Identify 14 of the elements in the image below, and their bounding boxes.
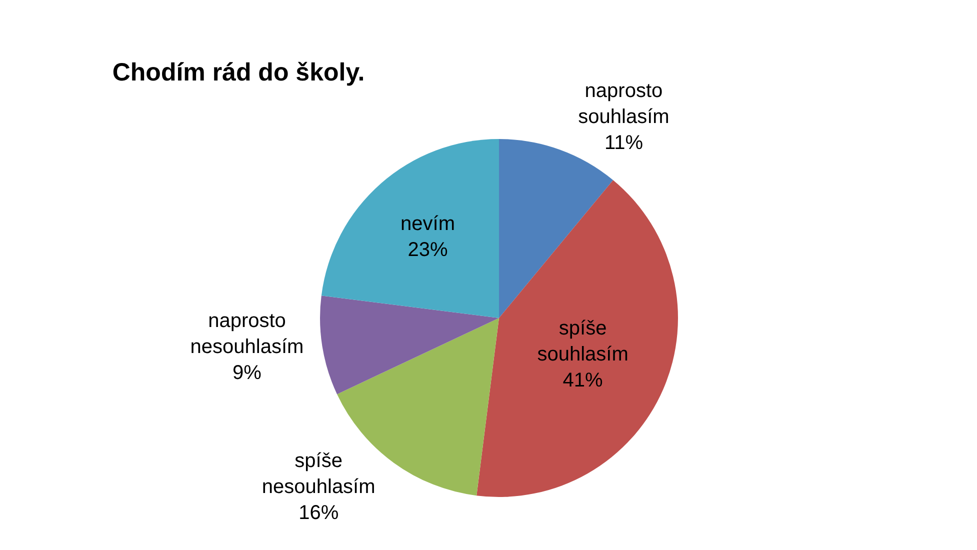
data-label: 41% [562,369,604,392]
slice-label: nevím [400,213,455,236]
pie-slice [476,180,678,497]
data-label: 11% [604,132,644,154]
slice-label: naprosto nesouhlasím [190,310,304,358]
slice-label: spíše nesouhlasím [262,450,376,498]
pie-slice [321,139,499,318]
chart-title: Chodím rád do školy. [112,58,365,86]
slice-label: spíše souhlasím [537,317,628,366]
pie-slice [320,296,499,394]
data-label: 23% [408,239,448,262]
slice-label: naprosto souhlasím [578,80,670,128]
data-label: 16% [298,502,339,524]
data-label: 9% [232,362,262,384]
